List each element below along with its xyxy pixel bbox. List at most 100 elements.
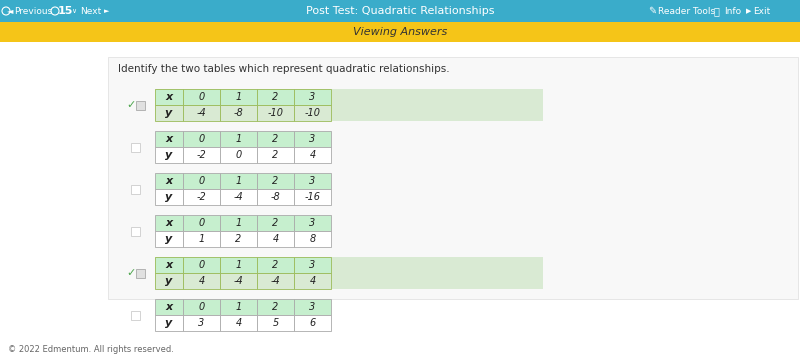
Text: -2: -2: [197, 150, 206, 160]
FancyBboxPatch shape: [294, 273, 331, 289]
FancyBboxPatch shape: [155, 299, 183, 315]
Text: 0: 0: [198, 218, 205, 228]
Text: ⓘ: ⓘ: [714, 6, 720, 16]
Text: Reader Tools: Reader Tools: [658, 6, 715, 15]
Text: Identify the two tables which represent quadratic relationships.: Identify the two tables which represent …: [118, 64, 450, 74]
Text: ✓: ✓: [126, 100, 136, 110]
FancyBboxPatch shape: [131, 311, 140, 320]
Text: 1: 1: [235, 302, 242, 312]
Text: -8: -8: [270, 192, 280, 202]
Text: 1: 1: [235, 134, 242, 144]
FancyBboxPatch shape: [131, 185, 140, 194]
Text: ►: ►: [104, 8, 110, 14]
FancyBboxPatch shape: [294, 131, 331, 147]
FancyBboxPatch shape: [294, 315, 331, 331]
FancyBboxPatch shape: [294, 105, 331, 121]
FancyBboxPatch shape: [183, 131, 220, 147]
Text: 1: 1: [198, 234, 205, 244]
Text: -4: -4: [234, 192, 243, 202]
Text: 3: 3: [310, 176, 316, 186]
FancyBboxPatch shape: [294, 89, 331, 105]
FancyBboxPatch shape: [220, 89, 257, 105]
FancyBboxPatch shape: [220, 131, 257, 147]
Text: 3: 3: [310, 302, 316, 312]
Text: 0: 0: [235, 150, 242, 160]
Text: 0: 0: [198, 92, 205, 102]
Text: -16: -16: [305, 192, 321, 202]
Text: y: y: [166, 276, 173, 286]
FancyBboxPatch shape: [155, 215, 183, 231]
FancyBboxPatch shape: [294, 173, 331, 189]
Text: 3: 3: [198, 318, 205, 328]
FancyBboxPatch shape: [220, 189, 257, 205]
FancyBboxPatch shape: [294, 189, 331, 205]
FancyBboxPatch shape: [136, 269, 145, 278]
Text: -4: -4: [197, 108, 206, 118]
Text: 2: 2: [272, 218, 278, 228]
Text: x: x: [166, 134, 173, 144]
Text: x: x: [166, 302, 173, 312]
FancyBboxPatch shape: [220, 173, 257, 189]
FancyBboxPatch shape: [220, 231, 257, 247]
Text: 3: 3: [310, 218, 316, 228]
FancyBboxPatch shape: [257, 105, 294, 121]
Text: -10: -10: [267, 108, 283, 118]
FancyBboxPatch shape: [183, 257, 220, 273]
Text: 15: 15: [58, 6, 74, 16]
Text: 4: 4: [310, 150, 316, 160]
Text: y: y: [166, 150, 173, 160]
FancyBboxPatch shape: [108, 57, 798, 299]
FancyBboxPatch shape: [220, 299, 257, 315]
Text: 4: 4: [272, 234, 278, 244]
FancyBboxPatch shape: [183, 299, 220, 315]
Text: 4: 4: [310, 276, 316, 286]
FancyBboxPatch shape: [0, 0, 800, 22]
Text: Next: Next: [80, 6, 102, 15]
FancyBboxPatch shape: [257, 173, 294, 189]
Text: x: x: [166, 92, 173, 102]
FancyBboxPatch shape: [257, 257, 294, 273]
Text: 2: 2: [272, 302, 278, 312]
FancyBboxPatch shape: [257, 273, 294, 289]
Text: ✎: ✎: [648, 6, 656, 16]
Text: ∨: ∨: [71, 8, 76, 14]
FancyBboxPatch shape: [257, 89, 294, 105]
Text: 2: 2: [272, 92, 278, 102]
FancyBboxPatch shape: [220, 147, 257, 163]
FancyBboxPatch shape: [220, 315, 257, 331]
FancyBboxPatch shape: [257, 215, 294, 231]
Text: 3: 3: [310, 134, 316, 144]
Text: 2: 2: [272, 176, 278, 186]
FancyBboxPatch shape: [183, 273, 220, 289]
FancyBboxPatch shape: [183, 89, 220, 105]
FancyBboxPatch shape: [155, 147, 183, 163]
Text: x: x: [166, 176, 173, 186]
FancyBboxPatch shape: [131, 227, 140, 236]
Text: 4: 4: [198, 276, 205, 286]
Text: 0: 0: [198, 260, 205, 270]
FancyBboxPatch shape: [183, 105, 220, 121]
Text: ✓: ✓: [126, 268, 136, 278]
Text: y: y: [166, 234, 173, 244]
FancyBboxPatch shape: [257, 147, 294, 163]
Text: 2: 2: [272, 150, 278, 160]
Text: Previous: Previous: [14, 6, 52, 15]
FancyBboxPatch shape: [155, 89, 183, 105]
FancyBboxPatch shape: [155, 105, 183, 121]
Text: ◄: ◄: [7, 6, 14, 15]
Text: 6: 6: [310, 318, 316, 328]
Text: x: x: [166, 260, 173, 270]
Text: 1: 1: [235, 92, 242, 102]
Text: y: y: [166, 318, 173, 328]
FancyBboxPatch shape: [220, 257, 257, 273]
FancyBboxPatch shape: [183, 147, 220, 163]
Text: 2: 2: [272, 134, 278, 144]
Text: 2: 2: [235, 234, 242, 244]
FancyBboxPatch shape: [294, 147, 331, 163]
FancyBboxPatch shape: [131, 143, 140, 152]
FancyBboxPatch shape: [220, 215, 257, 231]
Text: -8: -8: [234, 108, 243, 118]
FancyBboxPatch shape: [155, 89, 543, 121]
Text: 8: 8: [310, 234, 316, 244]
FancyBboxPatch shape: [155, 257, 543, 289]
